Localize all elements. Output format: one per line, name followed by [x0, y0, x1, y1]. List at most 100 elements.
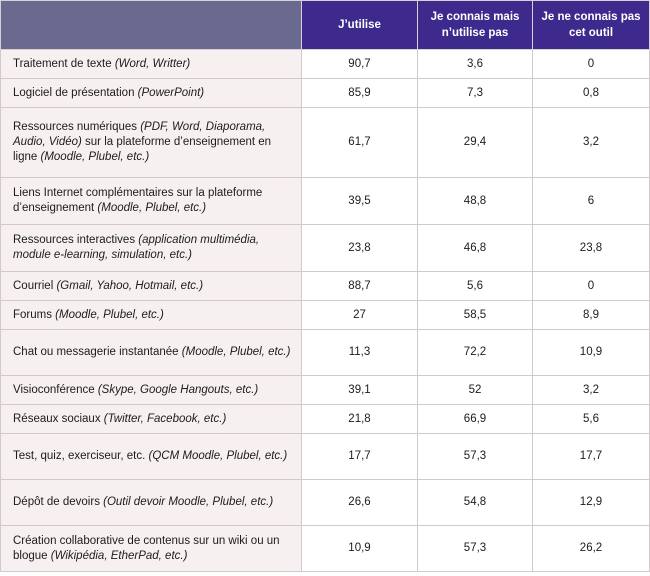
- tool-examples: (Skype, Google Hangouts, etc.): [97, 383, 259, 396]
- value-know-not-use: 7,3: [417, 78, 533, 108]
- corner-cell: [0, 0, 302, 50]
- table-row: Ressources numériques (PDF, Word, Diapor…: [0, 107, 650, 178]
- tool-name: Test, quiz, exerciseur, etc.: [13, 450, 149, 462]
- row-label: Chat ou messagerie instantanée (Moodle, …: [0, 329, 302, 376]
- value-use: 85,9: [301, 78, 418, 108]
- table-row: Test, quiz, exerciseur, etc. (QCM Moodle…: [0, 433, 650, 480]
- value-use: 39,5: [301, 177, 418, 225]
- value-know-not-use: 5,6: [417, 271, 533, 301]
- header-row: J’utilise Je connais mais n’utilise pas …: [0, 0, 650, 50]
- row-label: Forums (Moodle, Plubel, etc.): [0, 300, 302, 330]
- value-know-not-use: 57,3: [417, 433, 533, 480]
- header-use: J’utilise: [301, 0, 418, 50]
- value-know-not-use: 54,8: [417, 479, 533, 526]
- value-use: 23,8: [301, 224, 418, 272]
- row-label: Réseaux sociaux (Twitter, Facebook, etc.…: [0, 404, 302, 434]
- tool-examples: (Moodle, Plubel, etc.): [97, 202, 207, 214]
- header-know-not-use: Je connais mais n’utilise pas: [417, 0, 533, 50]
- tool-examples: (PowerPoint): [137, 86, 205, 99]
- value-unknown: 10,9: [532, 329, 650, 376]
- row-label: Ressources interactives (application mul…: [0, 224, 302, 272]
- tool-name: Dépôt de devoirs: [13, 496, 104, 508]
- tool-examples: (Gmail, Yahoo, Hotmail, etc.): [56, 279, 204, 292]
- tool-name: Visioconférence: [13, 383, 98, 396]
- tool-examples: (Twitter, Facebook, etc.): [103, 412, 227, 425]
- value-unknown: 0,8: [532, 78, 650, 108]
- row-label: Création collaborative de contenus sur u…: [0, 525, 302, 572]
- tool-examples: (QCM Moodle, Plubel, etc.): [148, 450, 288, 462]
- value-unknown: 23,8: [532, 224, 650, 272]
- value-use: 90,7: [301, 49, 418, 79]
- value-know-not-use: 48,8: [417, 177, 533, 225]
- tool-examples: (Word, Writter): [114, 57, 191, 70]
- tool-name-cont: sur la plateforme d’enseignement en lign…: [13, 136, 272, 163]
- value-know-not-use: 46,8: [417, 224, 533, 272]
- value-use: 11,3: [301, 329, 418, 376]
- value-unknown: 6: [532, 177, 650, 225]
- value-unknown: 0: [532, 49, 650, 79]
- value-use: 21,8: [301, 404, 418, 434]
- value-unknown: 17,7: [532, 433, 650, 480]
- tool-examples: (Outil devoir Moodle, Plubel, etc.): [103, 496, 274, 508]
- tool-examples: (Moodle, Plubel, etc.): [55, 308, 164, 321]
- row-label: Traitement de texte (Word, Writter): [0, 49, 302, 79]
- table-row: Forums (Moodle, Plubel, etc.) 27 58,5 8,9: [0, 300, 650, 330]
- table-row: Création collaborative de contenus sur u…: [0, 525, 650, 572]
- value-unknown: 12,9: [532, 479, 650, 526]
- tool-name: Courriel: [13, 279, 57, 292]
- tool-name: Chat ou messagerie instantanée: [13, 346, 182, 358]
- value-use: 61,7: [301, 107, 418, 178]
- value-know-not-use: 29,4: [417, 107, 533, 178]
- value-unknown: 8,9: [532, 300, 650, 330]
- row-label: Logiciel de présentation (PowerPoint): [0, 78, 302, 108]
- table-row: Dépôt de devoirs (Outil devoir Moodle, P…: [0, 479, 650, 526]
- value-unknown: 26,2: [532, 525, 650, 572]
- header-unknown: Je ne connais pas cet outil: [532, 0, 650, 50]
- value-know-not-use: 52: [417, 375, 533, 405]
- tool-examples: (PDF, Word, Diaporama, Audio, Vidéo): [13, 121, 266, 148]
- tool-name: Création collaborative de contenus sur u…: [13, 534, 280, 562]
- tool-name: Traitement de texte: [13, 57, 115, 70]
- tool-examples: (Wikipédia, EtherPad, etc.): [50, 549, 188, 562]
- value-unknown: 0: [532, 271, 650, 301]
- tool-name: Forums: [13, 308, 56, 321]
- value-know-not-use: 3,6: [417, 49, 533, 79]
- tool-examples: (application multimédia, module e-learni…: [13, 234, 260, 261]
- tool-examples: (Moodle, Plubel, etc.): [181, 346, 291, 358]
- value-use: 39,1: [301, 375, 418, 405]
- row-label: Ressources numériques (PDF, Word, Diapor…: [0, 107, 302, 178]
- tool-name: Liens Internet complémentaires sur la pl…: [13, 187, 263, 214]
- table-row: Visioconférence (Skype, Google Hangouts,…: [0, 375, 650, 405]
- tool-name: Logiciel de présentation: [13, 86, 138, 99]
- tool-name: Ressources numériques: [13, 121, 141, 133]
- tool-name: Ressources interactives: [13, 234, 139, 246]
- table-row: Traitement de texte (Word, Writter) 90,7 3…: [0, 49, 650, 79]
- value-know-not-use: 72,2: [417, 329, 533, 376]
- table-row: Logiciel de présentation (PowerPoint) 85,…: [0, 78, 650, 108]
- table-row: Réseaux sociaux (Twitter, Facebook, etc.…: [0, 404, 650, 434]
- table-row: Ressources interactives (application mul…: [0, 224, 650, 272]
- table-row: Liens Internet complémentaires sur la pl…: [0, 177, 650, 225]
- tool-examples-2: (Moodle, Plubel, etc.): [40, 151, 150, 163]
- table-row: Chat ou messagerie instantanée (Moodle, …: [0, 329, 650, 376]
- tool-name: Réseaux sociaux: [13, 412, 104, 425]
- row-label: Courriel (Gmail, Yahoo, Hotmail, etc.): [0, 271, 302, 301]
- row-label: Liens Internet complémentaires sur la pl…: [0, 177, 302, 225]
- value-unknown: 3,2: [532, 107, 650, 178]
- row-label: Test, quiz, exerciseur, etc. (QCM Moodle…: [0, 433, 302, 480]
- value-use: 10,9: [301, 525, 418, 572]
- value-unknown: 3,2: [532, 375, 650, 405]
- table-body: Traitement de texte (Word, Writter) 90,7 3…: [0, 49, 650, 572]
- row-label: Dépôt de devoirs (Outil devoir Moodle, P…: [0, 479, 302, 526]
- value-use: 27: [301, 300, 418, 330]
- value-know-not-use: 57,3: [417, 525, 533, 572]
- value-use: 26,6: [301, 479, 418, 526]
- table-row: Courriel (Gmail, Yahoo, Hotmail, etc.) 88…: [0, 271, 650, 301]
- row-label: Visioconférence (Skype, Google Hangouts,…: [0, 375, 302, 405]
- value-know-not-use: 66,9: [417, 404, 533, 434]
- value-use: 17,7: [301, 433, 418, 480]
- value-know-not-use: 58,5: [417, 300, 533, 330]
- value-use: 88,7: [301, 271, 418, 301]
- value-unknown: 5,6: [532, 404, 650, 434]
